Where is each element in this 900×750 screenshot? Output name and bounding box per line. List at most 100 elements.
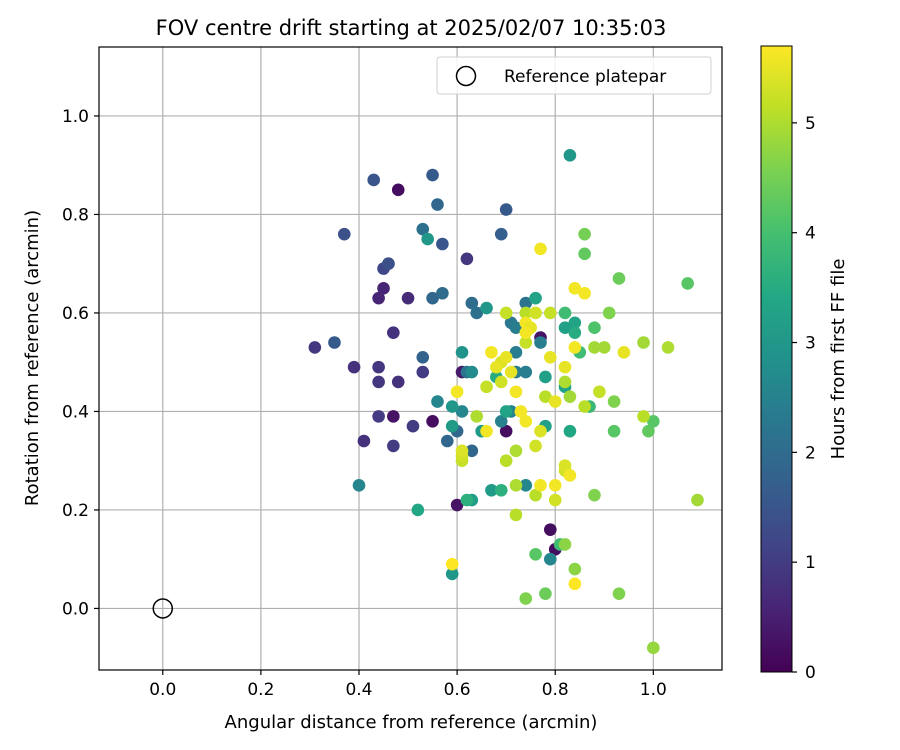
legend-label: Reference platepar — [504, 67, 666, 87]
data-point — [519, 306, 533, 320]
data-point — [558, 459, 572, 472]
legend: Reference platepar — [436, 56, 712, 95]
data-point — [578, 247, 591, 261]
data-point — [347, 360, 361, 374]
colorbar-tick-label: 2 — [805, 443, 816, 463]
data-point — [470, 410, 484, 423]
data-point — [499, 454, 513, 467]
data-point — [612, 272, 626, 285]
data-point — [548, 395, 562, 408]
data-point — [602, 306, 616, 320]
legend-box — [436, 56, 712, 95]
data-point — [568, 562, 582, 576]
data-point — [480, 424, 493, 438]
data-point — [455, 444, 469, 458]
data-point — [519, 592, 533, 605]
data-point — [544, 350, 557, 364]
data-point — [445, 419, 459, 433]
data-point — [681, 277, 694, 290]
data-point — [534, 424, 547, 438]
y-tick-label: 0.6 — [62, 304, 89, 324]
data-point — [642, 424, 655, 438]
data-point — [563, 149, 577, 162]
data-point — [534, 336, 547, 349]
data-point — [563, 424, 577, 438]
data-point — [445, 557, 459, 571]
data-point — [534, 242, 547, 256]
data-point — [607, 424, 621, 438]
data-point — [357, 434, 371, 448]
x-tick-label: 0.2 — [247, 680, 274, 700]
data-point — [426, 414, 439, 428]
x-tick-label: 0.0 — [149, 680, 176, 700]
colorbar-ticks: 0 1 2 3 4 5 — [792, 114, 816, 683]
data-point — [431, 198, 444, 211]
data-point — [558, 360, 572, 374]
data-point — [494, 483, 508, 497]
data-point — [480, 301, 493, 315]
data-point — [416, 222, 430, 236]
data-point — [578, 227, 591, 241]
data-point — [661, 341, 675, 354]
x-tick-label: 0.6 — [444, 680, 471, 700]
data-point — [465, 365, 479, 379]
data-point — [460, 493, 474, 507]
plot-frame — [98, 46, 723, 671]
colorbar: 0 1 2 3 4 5 Hours from first FF file — [760, 45, 849, 683]
data-point — [440, 434, 454, 448]
data-point — [445, 400, 459, 413]
colorbar-tick-label: 1 — [805, 553, 816, 573]
data-point — [519, 365, 533, 379]
data-point — [563, 469, 577, 482]
data-point — [387, 410, 400, 423]
x-axis-label: Angular distance from reference (arcmin) — [225, 712, 598, 733]
data-point — [499, 424, 513, 438]
data-point — [445, 567, 459, 581]
data-point — [563, 390, 577, 403]
data-point — [607, 395, 621, 408]
data-point — [490, 360, 503, 374]
data-point — [352, 479, 366, 492]
data-point — [455, 346, 469, 359]
data-point — [485, 483, 498, 497]
data-point — [539, 587, 552, 600]
data-point — [588, 321, 601, 335]
data-point — [544, 306, 557, 320]
data-point — [544, 523, 557, 536]
data-point — [406, 419, 420, 433]
data-point — [431, 395, 444, 408]
data-point — [558, 306, 572, 320]
data-point — [494, 375, 508, 389]
data-point — [514, 405, 528, 418]
y-axis-label: Rotation from reference (arcmin) — [22, 210, 43, 506]
y-tick-label: 0.4 — [62, 402, 89, 422]
data-point — [337, 227, 351, 241]
data-point — [519, 479, 533, 492]
data-point — [504, 365, 518, 379]
legend-open-circle-icon — [455, 65, 477, 87]
data-point — [411, 503, 425, 517]
x-tick-label: 0.8 — [542, 680, 569, 700]
data-point — [691, 493, 704, 507]
data-point — [578, 400, 591, 413]
data-point — [455, 405, 469, 418]
data-point — [450, 385, 464, 399]
data-point — [391, 183, 405, 197]
x-tick-label: 0.4 — [345, 680, 372, 700]
colorbar-tick-label: 5 — [805, 114, 816, 134]
data-point — [499, 350, 513, 364]
data-point — [499, 203, 513, 216]
data-point — [416, 350, 430, 364]
data-point — [421, 232, 434, 246]
data-point — [529, 547, 542, 561]
colorbar-tick-label: 4 — [805, 224, 816, 244]
data-point — [450, 498, 464, 512]
data-point — [539, 370, 552, 384]
data-point — [401, 291, 415, 305]
data-point — [588, 488, 601, 502]
data-point — [387, 326, 400, 339]
data-point — [568, 326, 582, 339]
data-point — [588, 341, 601, 354]
x-axis: 0.0 0.2 0.4 0.6 0.8 1.0 — [149, 670, 667, 700]
data-point — [308, 341, 322, 354]
